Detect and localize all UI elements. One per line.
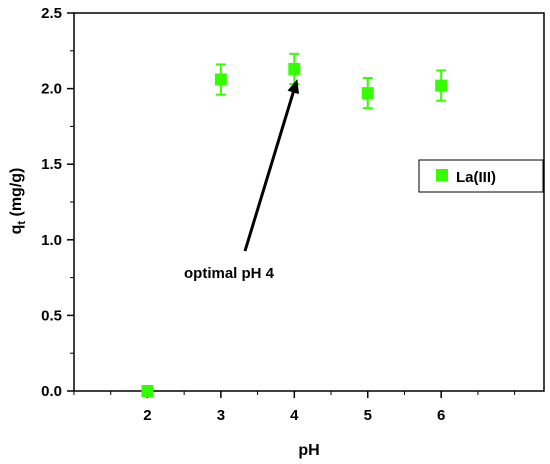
y-tick-label: 0.5: [41, 307, 62, 324]
data-point: [435, 79, 448, 92]
legend-marker: [436, 169, 448, 181]
y-axis-title-main: q: [8, 225, 25, 235]
y-tick-label: 0.0: [41, 383, 62, 400]
data-point: [361, 87, 374, 100]
annotation-text: optimal pH 4: [184, 265, 275, 282]
y-axis-title-sub: t: [16, 221, 28, 225]
data-point: [214, 73, 227, 86]
y-tick-label: 2.5: [41, 5, 62, 22]
annotation-arrow-head: [287, 78, 299, 95]
x-axis-title: pH: [298, 442, 319, 459]
y-tick-label: 1.5: [41, 156, 62, 173]
svg-text:qt (mg/g): qt (mg/g): [8, 168, 28, 235]
x-tick-label: 4: [290, 407, 299, 424]
y-tick-label: 1.0: [41, 232, 62, 249]
data-point: [141, 385, 154, 397]
x-tick-label: 5: [364, 407, 372, 424]
x-tick-label: 6: [437, 407, 445, 424]
data-point: [288, 62, 301, 75]
y-axis-title: qt (mg/g): [8, 168, 28, 235]
legend: La(III): [418, 159, 544, 193]
x-tick-label: 2: [143, 407, 151, 424]
annotation-arrow: [243, 89, 296, 252]
y-axis-title-unit: (mg/g): [8, 168, 25, 221]
y-tick-label: 2.0: [41, 81, 62, 98]
plot-frame: [73, 12, 545, 392]
legend-label: La(III): [456, 169, 496, 186]
x-tick-label: 3: [217, 407, 225, 424]
annotation: optimal pH 4: [184, 78, 299, 282]
